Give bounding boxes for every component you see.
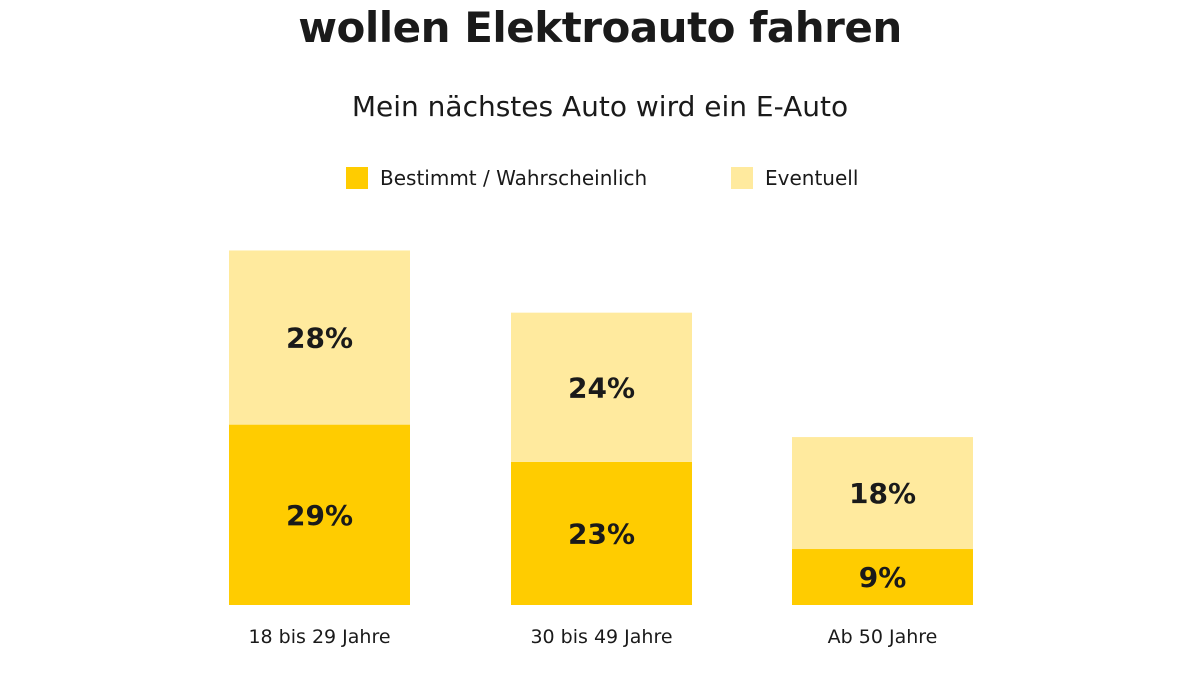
bar-segment [792,437,973,550]
bar-segment [229,424,410,605]
data-label: 18% [849,477,916,510]
bar-segment [511,461,692,605]
data-label: 29% [286,499,353,532]
legend-swatch [346,167,368,189]
bar-segment [229,250,410,425]
category-label: Ab 50 Jahre [828,626,938,648]
bar-segment [792,549,973,605]
bar-segment [511,312,692,462]
data-label: 24% [568,371,635,404]
data-label: 23% [568,517,635,550]
legend-item-bestimmt: Bestimmt / Wahrscheinlich [346,166,647,190]
legend-swatch [731,167,753,189]
category-label: 18 bis 29 Jahre [248,626,390,648]
chart-subtitle: Mein nächstes Auto wird ein E-Auto [351,90,849,123]
chart-title: wollen Elektroauto fahren [298,3,902,52]
data-label: 28% [286,322,353,355]
data-label: 9% [859,561,907,594]
legend-label: Bestimmt / Wahrscheinlich [380,166,648,190]
legend-label: Eventuell [765,166,859,190]
category-label: 30 bis 49 Jahre [530,626,672,648]
legend-item-eventuell: Eventuell [731,166,858,190]
